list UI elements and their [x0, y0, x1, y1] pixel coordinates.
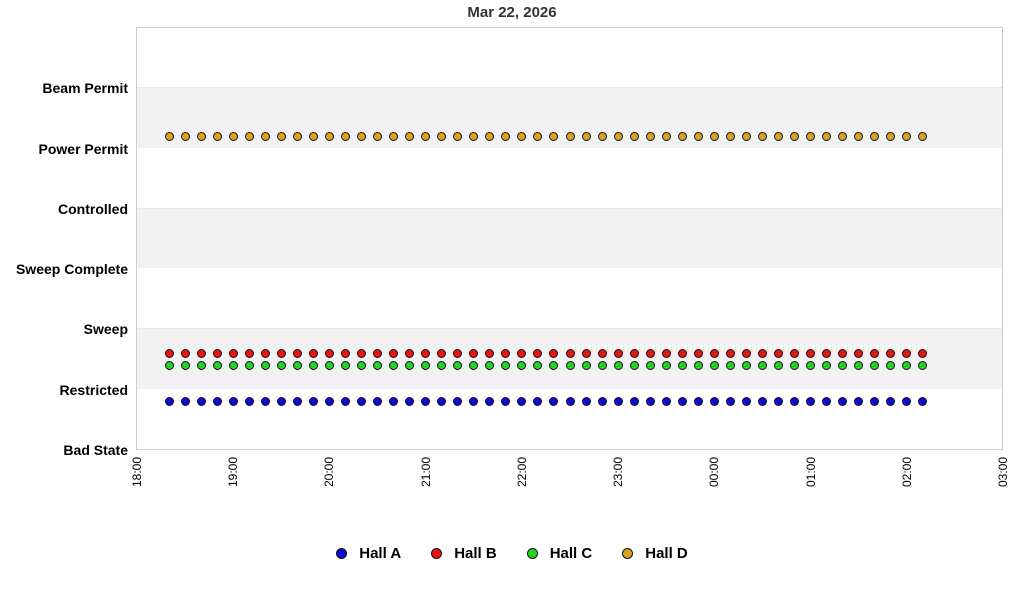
- background-band: [137, 268, 1002, 330]
- x-axis-tick-label: 01:00: [803, 457, 818, 488]
- legend-marker-icon: [526, 548, 538, 559]
- x-axis-tick-label: 19:00: [226, 457, 241, 488]
- background-band: [137, 87, 1002, 149]
- legend: Hall A Hall B Hall C Hall D: [0, 545, 1024, 562]
- background-band: [137, 147, 1002, 209]
- legend-item-hall-a: Hall A: [336, 545, 401, 562]
- background-band: [137, 207, 1002, 270]
- x-axis-tick-label: 22:00: [514, 457, 529, 488]
- legend-label: Hall C: [549, 545, 593, 562]
- background-band: [137, 328, 1002, 390]
- chart-title: Mar 22, 2026: [467, 4, 557, 21]
- legend-marker-icon: [431, 548, 443, 559]
- legend-marker-icon: [622, 548, 634, 559]
- x-axis-tick-label: 03:00: [996, 457, 1010, 488]
- x-axis-tick-label: 00:00: [707, 457, 722, 488]
- y-axis-label: Sweep Complete: [15, 261, 128, 278]
- background-band: [137, 388, 1002, 449]
- legend-label: Hall A: [359, 545, 402, 562]
- legend-label: Hall B: [454, 545, 497, 562]
- legend-item-hall-b: Hall B: [431, 545, 497, 562]
- legend-marker-icon: [336, 548, 348, 559]
- y-axis-label: Beam Permit: [42, 80, 128, 97]
- plot-area: [136, 27, 1003, 450]
- legend-label: Hall D: [645, 545, 688, 562]
- x-axis-tick-label: 02:00: [899, 457, 914, 488]
- legend-item-hall-c: Hall C: [526, 545, 593, 562]
- y-axis-label: Controlled: [58, 200, 128, 217]
- y-axis-label: Power Permit: [38, 140, 128, 157]
- x-axis-tick-label: 21:00: [418, 457, 433, 488]
- y-axis-label: Restricted: [59, 381, 128, 398]
- x-axis-tick-label: 20:00: [322, 457, 337, 488]
- y-axis-label: Bad State: [63, 442, 128, 458]
- x-axis-tick-label: 18:00: [130, 457, 144, 488]
- y-axis-label: Sweep: [83, 321, 128, 338]
- legend-item-hall-d: Hall D: [622, 545, 688, 562]
- background-band: [137, 28, 1002, 89]
- x-axis-tick-label: 23:00: [611, 457, 626, 488]
